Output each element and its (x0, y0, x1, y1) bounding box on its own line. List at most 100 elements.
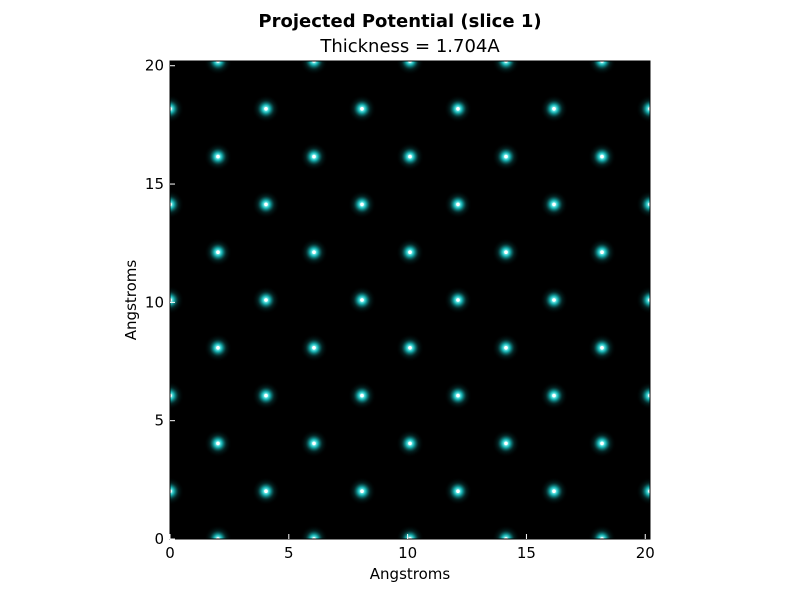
atom-peak (348, 286, 376, 314)
atom-peak (540, 381, 568, 410)
atom-core (360, 489, 364, 494)
atom-core (360, 202, 364, 207)
atom-core (216, 154, 220, 159)
atom-glow (396, 525, 424, 539)
atom-peak (444, 94, 472, 123)
atom-glow (300, 61, 328, 75)
atom-peak (300, 333, 328, 362)
atom-core (216, 250, 220, 254)
atom-core (504, 250, 508, 254)
atom-peak (348, 477, 376, 506)
atom-peak (492, 429, 520, 458)
atom-glow (204, 61, 232, 75)
atom-peak (396, 333, 424, 362)
atom-core (600, 441, 604, 446)
atom-core (600, 154, 604, 159)
y-axis-label: Angstroms (122, 260, 140, 341)
y-tick-label: 15 (145, 175, 164, 193)
atom-core (600, 250, 604, 254)
atom-core (216, 346, 220, 350)
atom-core (264, 202, 268, 207)
atom-glow (636, 190, 650, 219)
atom-core (408, 250, 412, 254)
atom-glow (636, 286, 650, 314)
atom-core (552, 298, 556, 302)
atom-peak (540, 477, 568, 506)
atom-peak (492, 333, 520, 362)
atom-core (552, 393, 556, 398)
atom-core (456, 298, 460, 302)
atom-peak (492, 142, 520, 171)
y-tick-label: 20 (145, 57, 164, 75)
chart-subtitle: Thickness = 1.704A (319, 36, 500, 57)
atom-core (360, 393, 364, 398)
atom-core (552, 202, 556, 207)
atom-core (360, 298, 364, 302)
atom-core (456, 393, 460, 398)
atom-peak (252, 477, 280, 506)
atom-peak (348, 190, 376, 219)
atom-peak (300, 238, 328, 267)
atom-peak (300, 429, 328, 458)
atom-glow (170, 94, 184, 123)
chart-title: Projected Potential (slice 1) (258, 11, 541, 32)
atom-peak (252, 381, 280, 410)
atom-glow (170, 286, 184, 314)
atom-glow (170, 190, 184, 219)
atom-peak (348, 381, 376, 410)
atom-core (408, 346, 412, 350)
atom-glow (204, 525, 232, 539)
atom-peak (348, 94, 376, 123)
atom-peak (444, 381, 472, 410)
atom-core (264, 298, 268, 302)
atom-peak (444, 477, 472, 506)
atom-core (312, 250, 316, 254)
plot-area (169, 60, 651, 540)
atom-core (456, 107, 460, 111)
atom-core (360, 107, 364, 111)
x-axis-ticks: 0 5 10 15 20 (165, 534, 655, 562)
atom-glow (588, 61, 616, 75)
atom-core (600, 346, 604, 350)
atom-peak (396, 429, 424, 458)
atom-glow (636, 94, 650, 123)
atom-core (504, 441, 508, 446)
atom-peak (204, 333, 232, 362)
atom-glow (636, 477, 650, 506)
atom-glow (636, 381, 650, 410)
atom-peak (540, 94, 568, 123)
atom-peak (588, 429, 616, 458)
x-tick-label: 15 (517, 544, 536, 562)
atom-peak (252, 94, 280, 123)
atom-core (552, 489, 556, 494)
atom-core (456, 202, 460, 207)
atom-glow (170, 381, 184, 410)
atom-peak (300, 142, 328, 171)
atom-core (456, 489, 460, 494)
x-tick-label: 5 (284, 544, 294, 562)
atom-peak (396, 238, 424, 267)
atom-peak (540, 286, 568, 314)
atom-peak (444, 286, 472, 314)
plot-frame (169, 60, 651, 540)
atom-core (504, 346, 508, 350)
x-tick-label: 20 (636, 544, 655, 562)
atoms-layer (170, 61, 650, 539)
atom-peak (204, 238, 232, 267)
atom-core (312, 154, 316, 159)
atom-glow (588, 525, 616, 539)
atom-core (264, 107, 268, 111)
atom-core (552, 107, 556, 111)
atom-core (408, 154, 412, 159)
atom-peak (588, 142, 616, 171)
y-tick-label: 5 (154, 412, 164, 430)
atom-core (216, 441, 220, 446)
x-tick-label: 10 (398, 544, 417, 562)
atom-peak (252, 286, 280, 314)
atom-core (312, 441, 316, 446)
plot-background (170, 61, 650, 539)
atom-peak (204, 429, 232, 458)
atom-core (504, 154, 508, 159)
atom-glow (492, 61, 520, 75)
